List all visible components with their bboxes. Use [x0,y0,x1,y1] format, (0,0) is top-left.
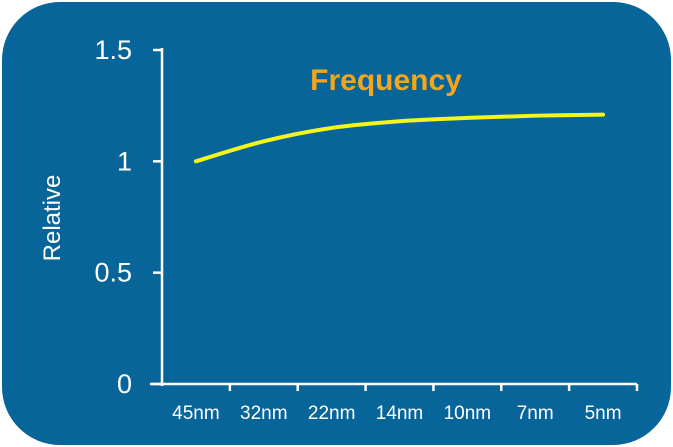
y-tick-label: 1.5 [94,35,132,65]
x-tick-label: 14nm [376,403,424,424]
x-tick-label: 7nm [517,403,554,424]
x-tick-label: 22nm [308,403,356,424]
y-ticks: 0 0.5 1 1.5 [94,35,162,399]
y-tick-label: 1 [117,146,132,176]
x-tick-label: 32nm [240,403,288,424]
x-tick-label: 5nm [585,403,622,424]
y-tick-label: 0.5 [94,258,132,288]
y-tick-label: 0 [117,369,132,399]
series-group [193,112,606,164]
chart-title: Frequency [310,64,462,97]
x-tick-label: 45nm [172,403,220,424]
x-ticks: 45nm 32nm 22nm 14nm 10nm 7nm 5nm [172,384,639,424]
series-line [193,112,606,164]
x-tick-label: 10nm [444,403,492,424]
y-axis-label: Relative [39,175,66,262]
